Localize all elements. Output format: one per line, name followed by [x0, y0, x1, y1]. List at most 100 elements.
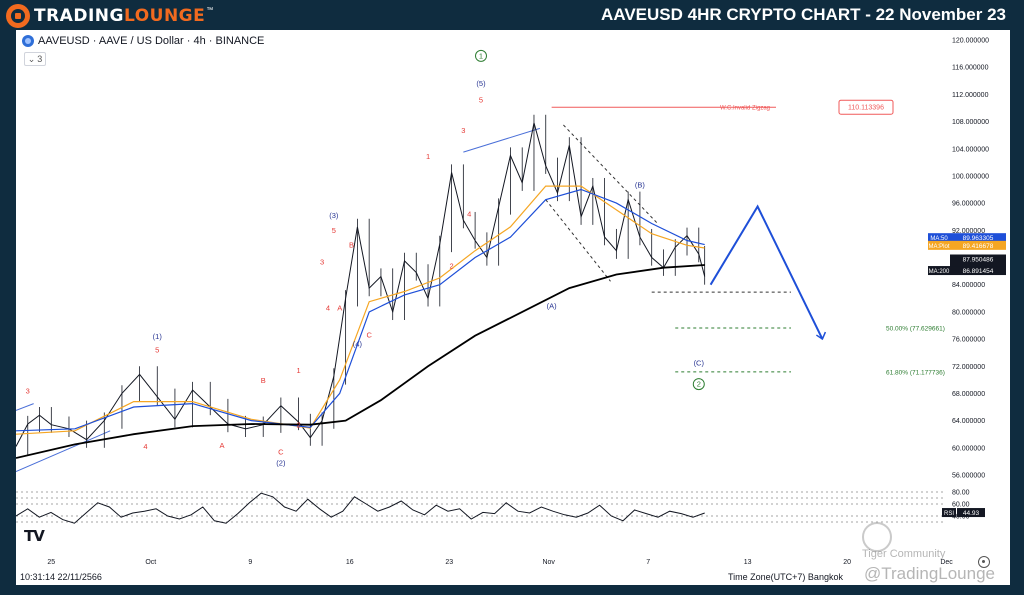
- y-tick-label: 64.000000: [952, 418, 985, 425]
- timezone-selector[interactable]: Time Zone(UTC+7) Bangkok: [728, 572, 843, 582]
- chart-timestamp: 10:31:14 22/11/2566: [20, 572, 102, 582]
- rsi-tag-label: RSI: [944, 511, 954, 517]
- wave-label: (1): [153, 332, 163, 341]
- x-tick-label: 9: [248, 559, 252, 566]
- channel-line: [545, 199, 611, 282]
- axis-tag-label-box: [928, 240, 950, 250]
- rsi-tick-label: 60.00: [952, 502, 970, 509]
- aave-coin-icon: [22, 35, 34, 47]
- rsi-tag-box: [942, 508, 956, 518]
- y-tick-label: 80.000000: [952, 309, 985, 316]
- wave-label: 5: [479, 96, 483, 105]
- x-tick-label: 7: [646, 559, 650, 566]
- wave-label: 4: [467, 210, 471, 219]
- wave-label: 5: [332, 226, 336, 235]
- wave-label: (C): [694, 359, 705, 368]
- channel-line: [16, 430, 111, 473]
- wave-label: 1: [479, 51, 483, 60]
- y-tick-label: 84.000000: [952, 282, 985, 289]
- wave-label: 5: [155, 346, 159, 355]
- indicator-count: 3: [37, 54, 43, 64]
- y-tick-label: 100.000000: [952, 173, 989, 180]
- tradingview-logo[interactable]: TV: [24, 527, 45, 545]
- ma-plot-line: [16, 185, 705, 435]
- wave-label: (2): [276, 458, 286, 467]
- symbol-legend[interactable]: AAVEUSD · AAVE / US Dollar · 4h · BINANC…: [22, 35, 264, 47]
- projection-arrowhead: [815, 331, 827, 341]
- wave-label: 4: [326, 304, 330, 313]
- level-value-box: [838, 99, 894, 115]
- axis-value-label: 89.416678: [963, 243, 994, 250]
- wave-label: B: [261, 376, 266, 385]
- axis-value-label: 89.963305: [963, 235, 994, 242]
- ma200-line: [16, 264, 705, 459]
- rsi-value-label: 44.93: [963, 510, 980, 517]
- wave-label: (B): [635, 180, 646, 189]
- y-tick-label: 68.000000: [952, 391, 985, 398]
- axis-value-box: [950, 240, 1006, 250]
- watermark-tradinglounge: @TradingLounge: [864, 564, 995, 583]
- wave-label: 2: [296, 420, 300, 429]
- y-tick-label: 112.000000: [952, 92, 989, 99]
- level-label: W.C.Invalid Zigzag: [720, 106, 770, 112]
- y-tick-label: 108.000000: [952, 119, 989, 126]
- wave-label: C: [278, 448, 284, 457]
- wave-label-circle: [692, 378, 705, 391]
- y-tick-label: 56.000000: [952, 473, 985, 480]
- y-tick-label: 96.000000: [952, 201, 985, 208]
- rsi-tick-label: 80.00: [952, 490, 970, 497]
- y-tick-label: 72.000000: [952, 364, 985, 371]
- wave-label: (5): [476, 79, 486, 88]
- tiger-community-logo-icon: [862, 522, 892, 552]
- trading-lounge-logo: TRADING LOUNGE ™: [6, 3, 213, 29]
- axis-tag-label-box: [928, 266, 950, 276]
- x-tick-label: Oct: [145, 559, 156, 566]
- wave-label: 1: [296, 366, 300, 375]
- axis-tag-label: MA:50: [930, 236, 948, 242]
- logo-text-lounge: LOUNGE: [123, 6, 206, 26]
- y-tick-label: 120.000000: [952, 38, 989, 45]
- axis-value-label: 86.891454: [963, 268, 994, 275]
- x-tick-label: 20: [843, 559, 851, 566]
- level-value-label: 110.113396: [848, 105, 884, 112]
- settings-gear-icon[interactable]: [978, 556, 990, 568]
- logo-mark-icon: [6, 4, 30, 28]
- logo-text-trading: TRADING: [34, 6, 124, 26]
- y-tick-label: 104.000000: [952, 146, 989, 153]
- fib-level-label: 50.00% (77.629661): [886, 325, 945, 332]
- axis-value-box: [950, 266, 1006, 276]
- y-tick-label: 76.000000: [952, 337, 985, 344]
- ma50-line: [16, 188, 705, 432]
- rsi-value-box: [957, 508, 985, 518]
- x-tick-label: 13: [744, 559, 752, 566]
- x-tick-label: Dec: [940, 559, 953, 566]
- wave-label: A: [337, 304, 342, 313]
- chart-frame[interactable]: 120.000000 116.000000 112.000000 108.000000…: [16, 30, 1010, 585]
- projection-path: [709, 204, 824, 340]
- wave-label: 3: [461, 126, 465, 135]
- channel-line: [463, 127, 541, 153]
- chart-canvas[interactable]: 120.000000 116.000000 112.000000 108.000000…: [16, 30, 1010, 585]
- wave-label: 2: [697, 380, 701, 389]
- wave-label: A: [220, 441, 225, 450]
- channel-line: [16, 403, 34, 411]
- rsi-line: [16, 492, 705, 524]
- axis-value-box: [950, 233, 1006, 243]
- wave-label: (3): [329, 211, 339, 220]
- wave-label: 4: [143, 442, 147, 451]
- price-series: [16, 122, 706, 447]
- axis-tag-label: MA:200: [929, 269, 950, 275]
- logo-trademark: ™: [206, 7, 214, 14]
- wave-label: (4): [353, 340, 363, 349]
- y-tick-label: 60.000000: [952, 445, 985, 452]
- indicator-collapse-button[interactable]: ⌄ 3: [24, 52, 46, 66]
- y-tick-label: 116.000000: [952, 65, 989, 72]
- y-tick-label: 92.000000: [952, 228, 985, 235]
- x-tick-label: 25: [47, 559, 55, 566]
- x-tick-label: 23: [445, 559, 453, 566]
- wave-label: B: [349, 240, 354, 249]
- x-tick-label: 16: [346, 559, 354, 566]
- wave-label: 1: [426, 152, 430, 161]
- axis-tag-label: MA:Plot: [928, 244, 949, 250]
- chevron-down-icon: ⌄: [27, 53, 36, 64]
